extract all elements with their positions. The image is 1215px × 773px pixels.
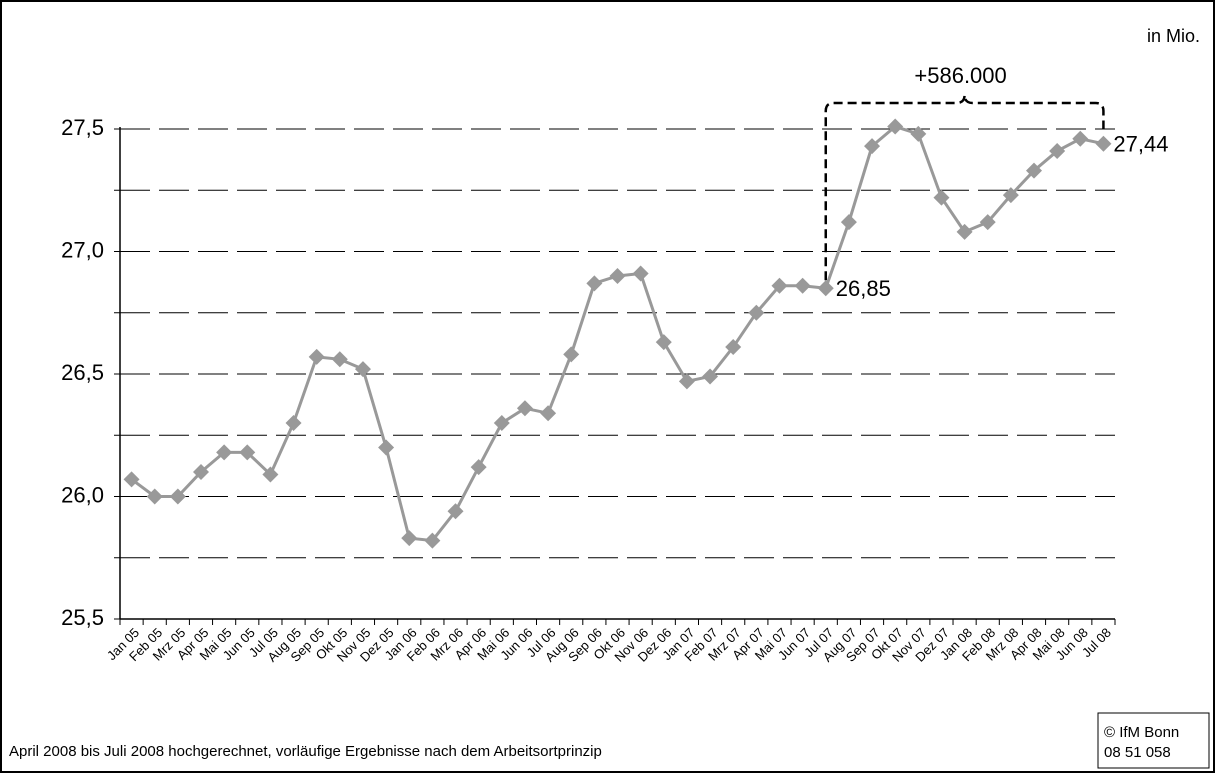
marker: [123, 471, 140, 488]
marker: [331, 351, 348, 368]
source: © IfM Bonn: [1104, 724, 1179, 741]
marker: [979, 214, 996, 231]
marker: [146, 488, 163, 505]
marker: [864, 138, 881, 155]
y-tick-label: 27,5: [61, 115, 104, 140]
source-box: [1097, 712, 1210, 769]
marker: [817, 280, 834, 297]
marker: [354, 361, 371, 378]
marker: [516, 400, 533, 417]
marker: [401, 530, 418, 547]
footnote: April 2008 bis Juli 2008 hochgerechnet, …: [9, 743, 602, 760]
marker: [192, 464, 209, 480]
marker: [493, 415, 510, 431]
marker: [540, 405, 557, 422]
marker: [609, 268, 626, 284]
marker: [239, 444, 256, 461]
source: 08 51 058: [1104, 744, 1171, 761]
unit-label: in Mio.: [1147, 26, 1200, 46]
marker: [1002, 187, 1019, 204]
marker: [586, 275, 603, 292]
marker: [840, 214, 857, 231]
marker: [1026, 162, 1043, 179]
marker: [378, 439, 395, 456]
marker: [1072, 130, 1089, 147]
marker: [771, 277, 788, 294]
marker: [725, 339, 742, 356]
marker: [910, 125, 927, 142]
y-tick-label: 26,0: [61, 482, 104, 507]
marker: [285, 415, 302, 431]
marker: [933, 189, 950, 206]
marker: [632, 265, 649, 282]
value-label: 26,85: [836, 276, 891, 301]
marker: [1095, 135, 1112, 152]
marker: [794, 277, 811, 294]
marker: [262, 466, 279, 483]
marker: [887, 118, 904, 135]
marker: [447, 503, 464, 520]
y-tick-label: 26,5: [61, 360, 104, 385]
marker: [563, 346, 580, 363]
marker: [956, 223, 973, 240]
annotation: +586.000: [914, 63, 1006, 88]
marker: [702, 368, 719, 385]
marker: [678, 373, 695, 390]
marker: [470, 459, 487, 476]
marker: [748, 304, 765, 321]
marker: [655, 334, 672, 351]
marker: [1049, 143, 1066, 160]
marker: [169, 488, 186, 505]
marker: [424, 532, 441, 549]
marker: [216, 444, 233, 461]
value-label: 27,44: [1113, 132, 1168, 157]
y-tick-label: 27,0: [61, 237, 104, 262]
marker: [308, 348, 325, 365]
y-tick-label: 25,5: [61, 605, 104, 630]
